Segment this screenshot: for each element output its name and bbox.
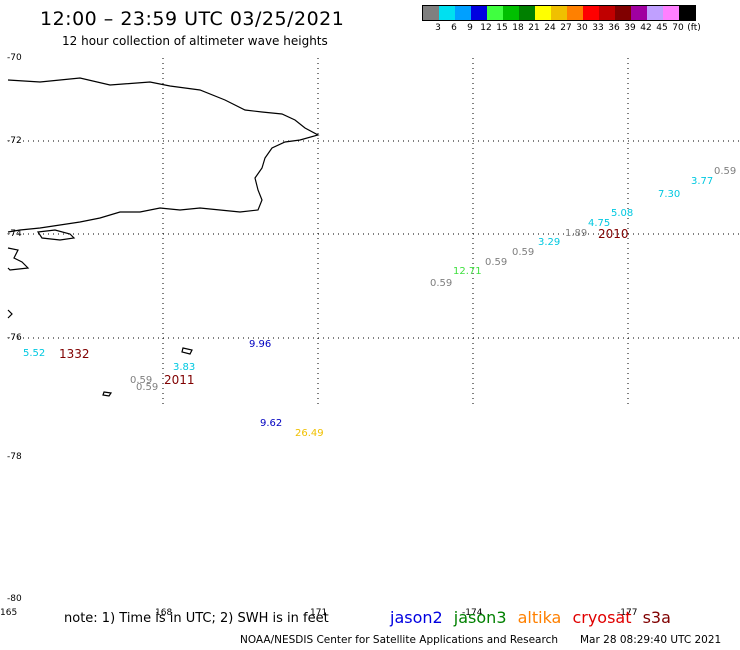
legend-swatch: [423, 6, 439, 20]
lat-label-74: -74: [7, 229, 22, 239]
sat-s3a: s3a: [642, 608, 671, 627]
legend-swatch: [631, 6, 647, 20]
legend-label: 18: [512, 23, 524, 33]
legend-swatch: [599, 6, 615, 20]
graticule: [8, 58, 740, 408]
legend-swatch: [519, 6, 535, 20]
lon-label-177: -177: [617, 608, 638, 618]
lat-label-78: -78: [7, 452, 22, 462]
legend-label: 27: [560, 23, 572, 33]
legend-swatch: [567, 6, 583, 20]
legend-swatch: [615, 6, 631, 20]
obs-label: 4.75: [588, 218, 611, 229]
sat-jason3: jason3: [453, 608, 507, 627]
obs-label: 26.49: [295, 428, 324, 439]
obs-label: 0.59: [430, 278, 453, 289]
coastline: [7, 77, 320, 397]
obs-label: 5.52: [23, 348, 46, 359]
legend-swatch: [535, 6, 551, 20]
footer-note: note: 1) Time is in UTC; 2) SWH is in fe…: [64, 611, 329, 626]
credit-line: NOAA/NESDIS Center for Satellite Applica…: [240, 634, 558, 646]
sat-cryosat: cryosat: [572, 608, 632, 627]
legend-swatch: [471, 6, 487, 20]
legend-swatch: [487, 6, 503, 20]
lat-label-70: -70: [7, 53, 22, 63]
legend-swatch: [455, 6, 471, 20]
lon-label-174: -174: [462, 608, 483, 618]
legend-label: 70: [672, 23, 684, 33]
obs-label: 9.62: [260, 418, 283, 429]
obs-label: 2011: [164, 373, 195, 387]
satellite-legend: jason2 jason3 altika cryosat s3a: [390, 608, 677, 627]
obs-label: 1.89: [565, 228, 588, 239]
obs-label: 0.59: [136, 382, 159, 393]
obs-label: 0.59: [714, 166, 737, 177]
obs-label: 12.71: [453, 266, 482, 277]
legend-swatch: [551, 6, 567, 20]
legend-swatch: [583, 6, 599, 20]
obs-label: 0.59: [485, 257, 508, 268]
legend-label: (ft): [687, 23, 701, 33]
obs-label: 2010: [598, 227, 629, 241]
lat-label-72: -72: [7, 136, 22, 146]
legend-label: 42: [640, 23, 652, 33]
obs-label: 9.96: [249, 339, 272, 350]
lon-label-165: 165: [0, 608, 18, 618]
legend-label: 39: [624, 23, 636, 33]
legend-label: 45: [656, 23, 668, 33]
lon-label-171: 171: [310, 608, 328, 618]
lat-label-80: -80: [7, 594, 22, 604]
legend-swatch: [663, 6, 679, 20]
lon-label-168: 168: [155, 608, 173, 618]
legend-swatch: [679, 6, 695, 20]
obs-label: 1332: [59, 347, 90, 361]
obs-label: 7.30: [658, 189, 681, 200]
obs-label: 0.59: [512, 247, 535, 258]
obs-label: 5.08: [611, 208, 634, 219]
legend-label: 15: [496, 23, 508, 33]
obs-label: 3.29: [538, 237, 561, 248]
obs-label: 3.83: [173, 362, 196, 373]
legend-swatch: [439, 6, 455, 20]
legend-label: 24: [544, 23, 556, 33]
sat-altika: altika: [517, 608, 562, 627]
legend-label: 6: [451, 23, 457, 33]
legend-label: 12: [480, 23, 492, 33]
legend-swatch: [503, 6, 519, 20]
obs-label: 3.77: [691, 176, 714, 187]
page-title: 12:00 – 23:59 UTC 03/25/2021: [40, 8, 345, 30]
sat-jason2: jason2: [390, 608, 443, 627]
legend-label: 36: [608, 23, 620, 33]
legend-label: 21: [528, 23, 540, 33]
page-subtitle: 12 hour collection of altimeter wave hei…: [62, 34, 328, 48]
obs-label: 0.59: [130, 375, 153, 386]
color-legend: 3 6 9 12 15 18 21 24 27 30 33 36 39 42 45 70 (ft): [422, 5, 701, 35]
lat-label-76: -76: [7, 333, 22, 343]
legend-label: 33: [592, 23, 604, 33]
legend-labels: 3 6 9 12 15 18 21 24 27 30 33 36 39 42 45 70 (ft): [422, 21, 701, 35]
legend-label: 30: [576, 23, 588, 33]
legend-swatches: [422, 5, 696, 21]
legend-label: 9: [467, 23, 473, 33]
legend-swatch: [647, 6, 663, 20]
legend-label: 3: [435, 23, 441, 33]
timestamp: Mar 28 08:29:40 UTC 2021: [580, 634, 722, 646]
